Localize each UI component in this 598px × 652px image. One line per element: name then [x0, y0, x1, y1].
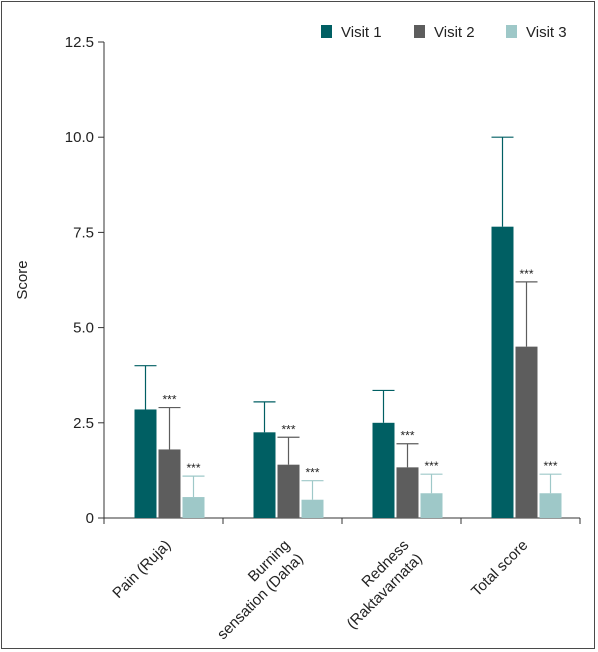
bar: [253, 432, 276, 518]
significance-label: ***: [162, 393, 176, 407]
y-tick-label: 10.0: [65, 129, 94, 146]
bar: [491, 226, 514, 519]
bar: [539, 493, 562, 518]
bar: [182, 497, 205, 518]
significance-label: ***: [543, 459, 557, 473]
legend-swatch: [506, 25, 517, 38]
x-tick-label: Redness(Raktavarnata): [330, 537, 426, 633]
y-tick-label: 2.5: [73, 415, 94, 432]
bar: [134, 409, 157, 518]
significance-label: ***: [400, 429, 414, 443]
significance-label: ***: [186, 461, 200, 475]
bar: [301, 499, 324, 518]
x-tick-label: Total score: [468, 537, 531, 600]
bar: [515, 346, 538, 518]
x-tick-label: Burningsensation (Daha): [201, 537, 307, 643]
legend-label: Visit 2: [434, 24, 475, 41]
legend-label: Visit 3: [526, 24, 567, 41]
legend-label: Visit 1: [341, 24, 382, 41]
bar: [277, 464, 300, 518]
legend-swatch: [414, 25, 425, 38]
bar: [420, 493, 443, 518]
x-tick-label-line: Pain (Ruja): [109, 537, 174, 602]
y-tick-label: 12.5: [65, 34, 94, 51]
y-tick-label: 0: [86, 510, 94, 527]
significance-label: ***: [424, 459, 438, 473]
bar: [158, 449, 181, 518]
y-tick-label: 7.5: [73, 224, 94, 241]
y-axis-title: Score: [14, 260, 31, 299]
bar: [396, 467, 419, 518]
y-tick-label: 5.0: [73, 320, 94, 337]
significance-label: ***: [281, 422, 295, 436]
bar: [372, 422, 395, 518]
legend-swatch: [321, 25, 332, 38]
x-tick-label: Pain (Ruja): [109, 537, 174, 602]
significance-label: ***: [519, 267, 533, 281]
significance-label: ***: [305, 466, 319, 480]
x-tick-label-line: Total score: [468, 537, 531, 600]
